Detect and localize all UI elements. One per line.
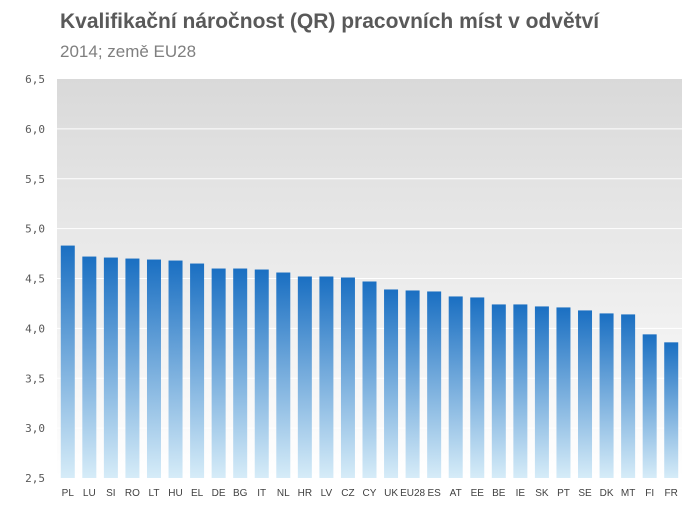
bar-lt xyxy=(146,259,161,478)
x-tick-label: BE xyxy=(492,488,506,499)
x-tick-label: HR xyxy=(298,488,312,499)
bar-fr xyxy=(664,342,679,478)
bar-es xyxy=(427,291,442,478)
x-tick-label: FR xyxy=(665,488,678,499)
chart-subtitle: 2014; země EU28 xyxy=(60,42,197,61)
bar-fi xyxy=(642,334,657,478)
x-tick-label: PT xyxy=(557,488,570,499)
x-tick-label: UK xyxy=(384,488,398,499)
bar-de xyxy=(211,268,226,478)
bar-bg xyxy=(233,268,248,478)
bar-el xyxy=(190,263,205,478)
y-tick-label: 3,5 xyxy=(25,372,45,385)
x-tick-label: ES xyxy=(427,488,441,499)
y-tick-label: 3,0 xyxy=(25,422,45,435)
y-tick-label: 5,5 xyxy=(25,173,45,186)
bar-ee xyxy=(470,297,485,478)
y-tick-label: 6,5 xyxy=(25,73,45,86)
bar-hr xyxy=(297,276,312,478)
bar-si xyxy=(103,257,118,478)
bar-se xyxy=(578,310,593,478)
chart-title: Kvalifikační náročnost (QR) pracovních m… xyxy=(60,10,600,33)
bar-uk xyxy=(384,289,399,478)
bar-lu xyxy=(82,256,97,478)
bar-lv xyxy=(319,276,334,478)
x-tick-label: CY xyxy=(363,488,377,499)
bar-be xyxy=(491,304,506,478)
x-tick-label: SE xyxy=(578,488,592,499)
x-tick-label: LV xyxy=(321,488,333,499)
bar-cy xyxy=(362,281,377,478)
x-tick-label: SK xyxy=(535,488,549,499)
x-tick-label: IE xyxy=(516,488,526,499)
y-tick-label: 5,0 xyxy=(25,223,45,236)
x-tick-label: EU28 xyxy=(400,488,425,499)
x-tick-label: NL xyxy=(277,488,290,499)
y-tick-label: 4,0 xyxy=(25,322,45,335)
bar-pt xyxy=(556,307,571,478)
x-tick-label: SI xyxy=(106,488,115,499)
x-tick-label: EE xyxy=(471,488,485,499)
bar-sk xyxy=(534,306,549,478)
bar-cz xyxy=(340,277,355,478)
x-tick-label: EL xyxy=(191,488,204,499)
bar-eu28 xyxy=(405,290,420,478)
x-tick-label: RO xyxy=(125,488,140,499)
bar-at xyxy=(448,296,463,478)
x-tick-label: HU xyxy=(168,488,182,499)
y-tick-label: 2,5 xyxy=(25,472,45,485)
bar-nl xyxy=(276,272,291,478)
x-tick-label: LT xyxy=(149,488,160,499)
x-tick-label: LU xyxy=(83,488,96,499)
bar-dk xyxy=(599,313,614,478)
x-tick-label: AT xyxy=(450,488,462,499)
x-tick-label: IT xyxy=(257,488,266,499)
bar-mt xyxy=(621,314,636,478)
bar-it xyxy=(254,269,269,478)
x-tick-label: DK xyxy=(600,488,614,499)
x-axis: PL LU SI RO LT HU EL DE BG IT NL HR LV CZ CY UK EU28 ES AT… xyxy=(62,488,678,499)
bar-pl xyxy=(60,245,75,478)
y-axis: 2,5 3,0 3,5 4,0 4,5 5,0 5,5 6,0 6,5 xyxy=(25,73,45,485)
bar-hu xyxy=(168,260,183,478)
x-tick-label: FI xyxy=(645,488,654,499)
bar-ie xyxy=(513,304,528,478)
x-tick-label: PL xyxy=(62,488,75,499)
bars xyxy=(60,245,679,478)
x-tick-label: CZ xyxy=(341,488,354,499)
y-tick-label: 4,5 xyxy=(25,273,45,286)
x-tick-label: MT xyxy=(621,488,635,499)
bar-ro xyxy=(125,258,140,478)
x-tick-label: DE xyxy=(212,488,226,499)
y-tick-label: 6,0 xyxy=(25,123,45,136)
x-tick-label: BG xyxy=(233,488,248,499)
